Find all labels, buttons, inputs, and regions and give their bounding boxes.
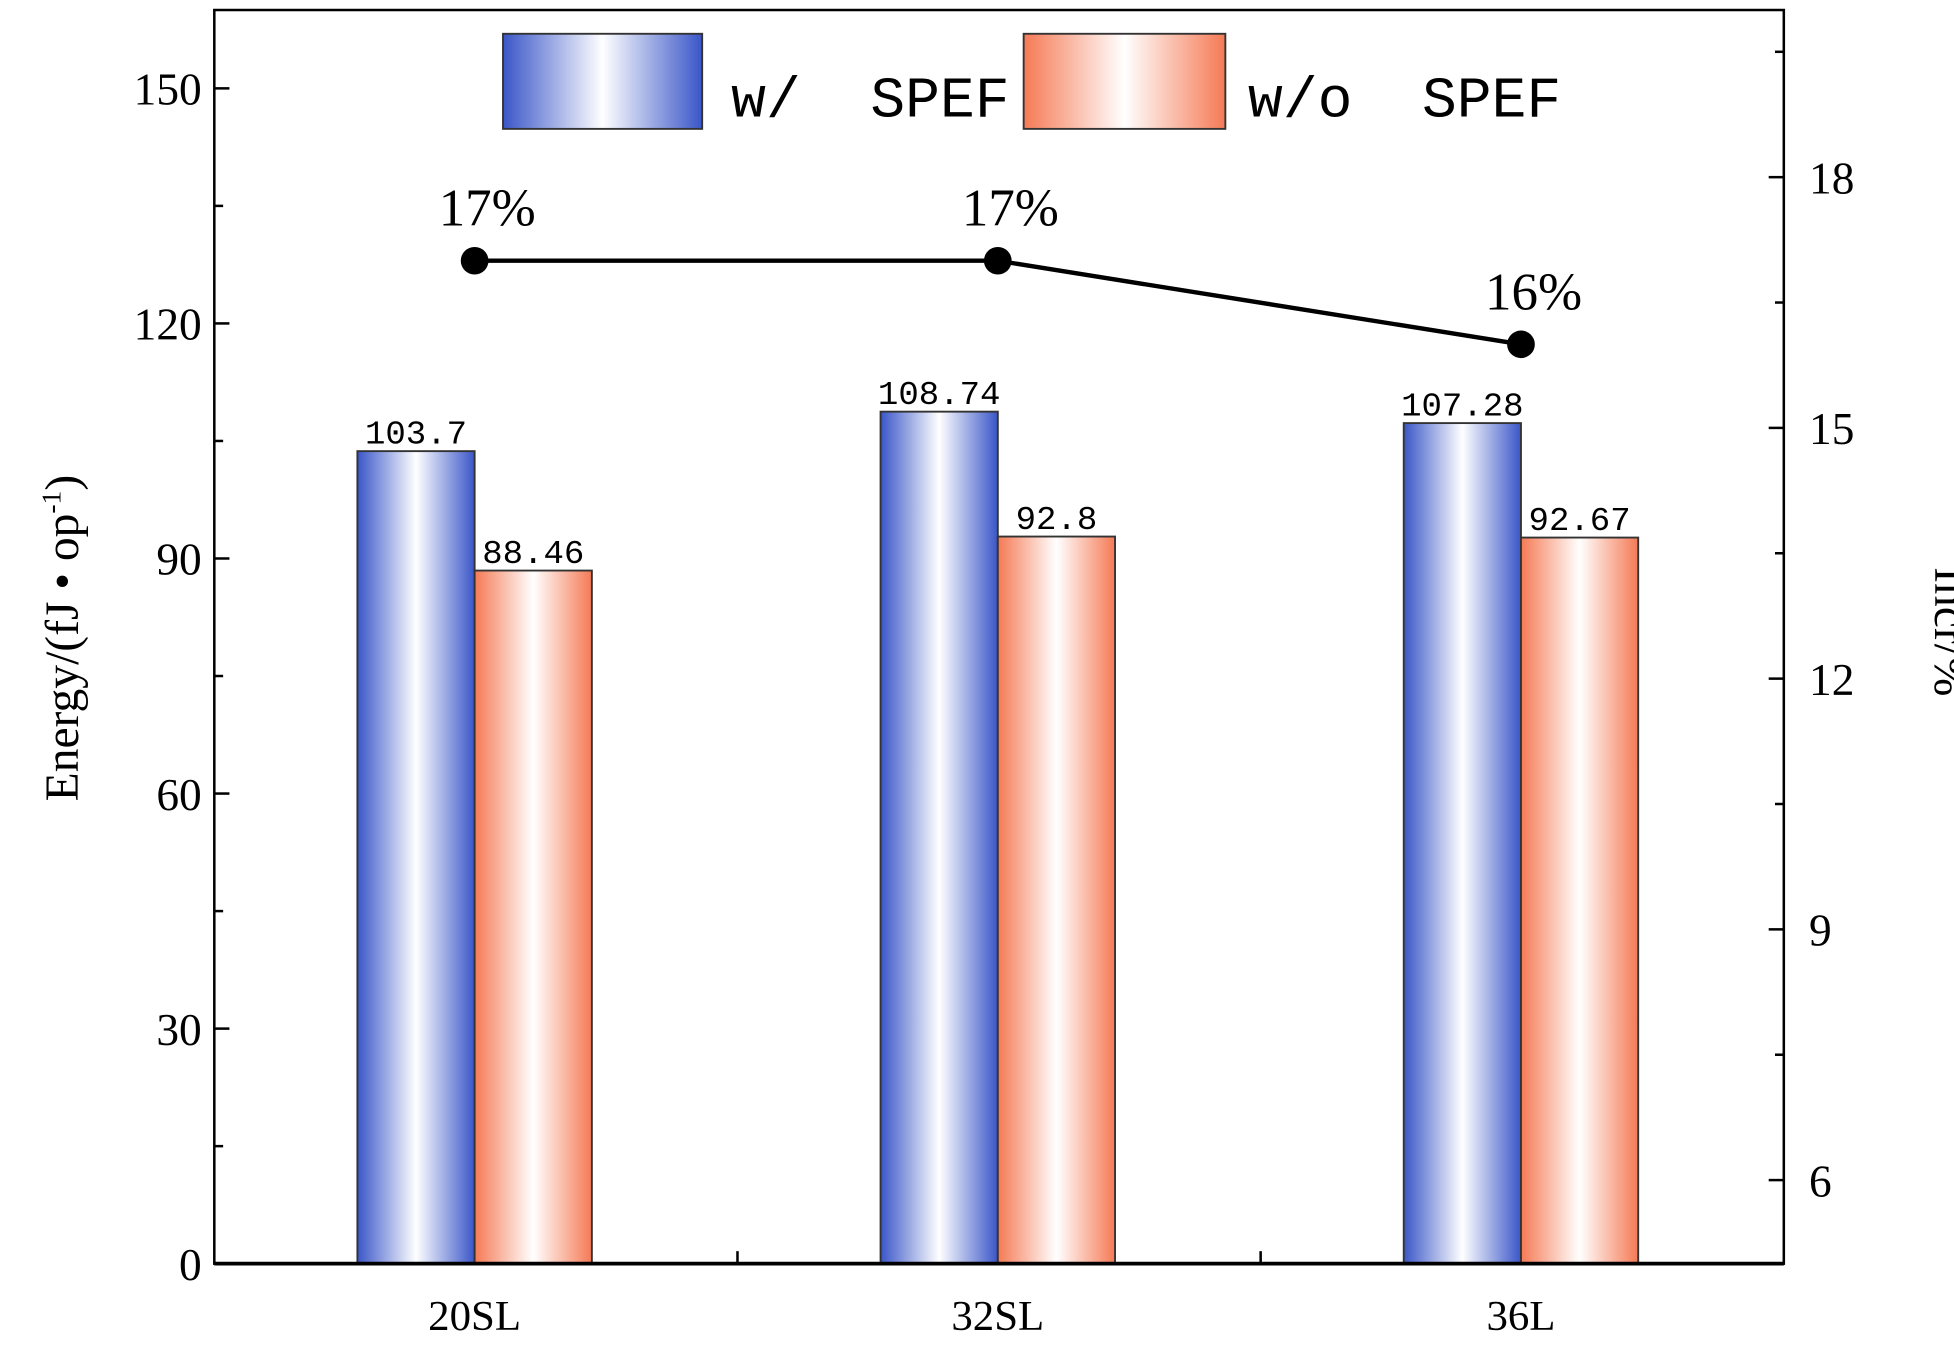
y-tick-label: 30 — [156, 1005, 201, 1055]
bar-value-label: 107.28 — [1401, 389, 1523, 427]
incr-point — [983, 246, 1012, 275]
y2-tick-label: 9 — [1809, 906, 1832, 956]
y2-tick-label: 15 — [1809, 404, 1854, 454]
y2-axis-label: Incr/% — [1924, 567, 1954, 696]
bar-w-spef-36L — [1402, 422, 1522, 1265]
incr-point — [460, 246, 489, 275]
bar-wo-spef-20SL — [473, 569, 593, 1265]
bar-value-label: 88.46 — [482, 536, 584, 574]
legend: w/ SPEF w/o SPEF — [502, 32, 1561, 135]
y2-tick-label: 18 — [1809, 154, 1854, 204]
bar-value-label: 103.7 — [365, 417, 467, 455]
bar-value-label: 92.8 — [1016, 502, 1098, 540]
bar-w-spef-32SL — [879, 410, 999, 1265]
y-axis-label: Energy/(fJ • op-1) — [35, 475, 89, 802]
bar-value-label: 108.74 — [878, 377, 1000, 415]
legend-label-w-spef: w/ SPEF — [731, 70, 1009, 135]
incr-label: 16% — [1485, 263, 1582, 321]
x-tick-label: 32SL — [951, 1293, 1044, 1340]
legend-swatch-wo-spef — [1022, 32, 1227, 130]
bar-value-label: 92.67 — [1529, 503, 1631, 541]
x-tick-label: 20SL — [428, 1293, 521, 1340]
incr-label: 17% — [962, 180, 1059, 238]
bar-wo-spef-32SL — [996, 535, 1116, 1265]
y2-tick-label: 6 — [1809, 1157, 1832, 1207]
y-tick-label: 60 — [156, 770, 201, 820]
incr-point — [1507, 330, 1535, 359]
bar-wo-spef-36L — [1520, 536, 1640, 1265]
incr-label: 17% — [439, 180, 536, 238]
y-tick-label: 0 — [179, 1240, 202, 1290]
y-tick-label: 90 — [156, 535, 201, 585]
legend-swatch-w-spef — [502, 32, 704, 130]
legend-label-wo-spef: w/o SPEF — [1248, 70, 1561, 135]
x-tick-label: 36L — [1486, 1293, 1555, 1340]
y-tick-label: 120 — [134, 300, 202, 350]
y2-tick-label: 12 — [1809, 655, 1854, 705]
bar-w-spef-20SL — [356, 450, 476, 1265]
y-tick-label: 150 — [134, 65, 202, 115]
